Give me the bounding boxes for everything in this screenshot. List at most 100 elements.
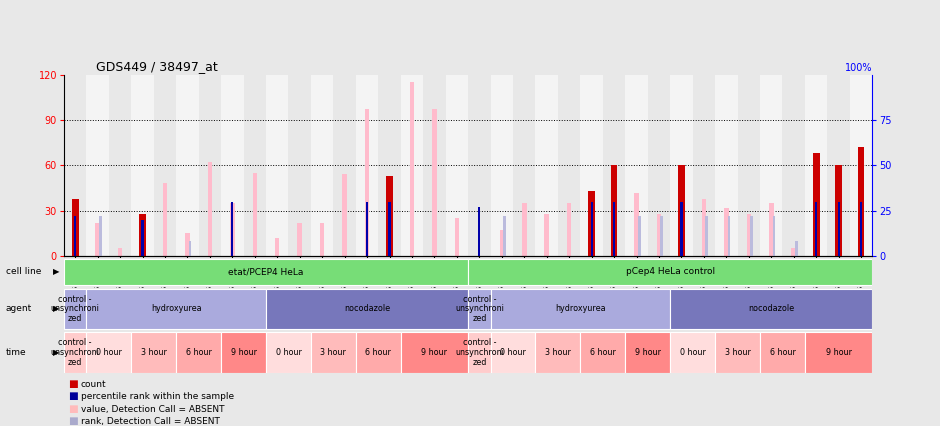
Bar: [109, 75, 132, 256]
Bar: [791, 248, 796, 256]
Text: nocodazole: nocodazole: [748, 304, 794, 313]
Bar: [378, 75, 400, 256]
Bar: [266, 75, 289, 256]
Bar: [660, 216, 663, 256]
Text: hydroxyurea: hydroxyurea: [556, 304, 605, 313]
Text: 0 hour: 0 hour: [680, 348, 706, 357]
Bar: [795, 242, 798, 256]
Bar: [611, 165, 618, 256]
Text: control -
unsynchroni
zed: control - unsynchroni zed: [455, 338, 504, 367]
Bar: [648, 75, 670, 256]
Bar: [701, 199, 706, 256]
Bar: [715, 75, 738, 256]
Bar: [491, 289, 670, 329]
Text: etat/PCEP4 HeLa: etat/PCEP4 HeLa: [228, 268, 304, 276]
Bar: [400, 332, 468, 373]
Text: ■: ■: [68, 391, 77, 401]
Bar: [567, 203, 572, 256]
Text: 3 hour: 3 hour: [321, 348, 346, 357]
Bar: [805, 332, 872, 373]
Bar: [139, 214, 146, 256]
Bar: [297, 223, 302, 256]
Text: 3 hour: 3 hour: [725, 348, 750, 357]
Bar: [499, 230, 504, 256]
Bar: [342, 174, 347, 256]
Bar: [176, 332, 221, 373]
Text: ■: ■: [68, 417, 77, 426]
Bar: [813, 153, 820, 256]
Bar: [455, 218, 459, 256]
Bar: [580, 332, 625, 373]
Text: 9 hour: 9 hour: [230, 348, 257, 357]
Text: 3 hour: 3 hour: [141, 348, 166, 357]
Bar: [86, 332, 132, 373]
Text: 6 hour: 6 hour: [366, 348, 391, 357]
Bar: [590, 201, 593, 256]
Bar: [670, 332, 715, 373]
Bar: [522, 203, 526, 256]
Bar: [311, 332, 356, 373]
Text: ▶: ▶: [54, 348, 59, 357]
Bar: [289, 75, 311, 256]
Bar: [86, 289, 266, 329]
Text: 9 hour: 9 hour: [634, 348, 661, 357]
Bar: [275, 238, 279, 256]
Bar: [657, 214, 661, 256]
Bar: [185, 233, 190, 256]
Text: hydroxyurea: hydroxyurea: [151, 304, 201, 313]
Bar: [670, 289, 872, 329]
Bar: [468, 259, 872, 285]
Text: time: time: [6, 348, 26, 357]
Bar: [423, 75, 446, 256]
Bar: [386, 176, 393, 256]
Bar: [230, 203, 235, 256]
Bar: [198, 75, 221, 256]
Bar: [320, 223, 324, 256]
Bar: [334, 75, 356, 256]
Bar: [760, 332, 805, 373]
Text: 6 hour: 6 hour: [186, 348, 212, 357]
Bar: [400, 75, 423, 256]
Bar: [769, 203, 774, 256]
Bar: [311, 75, 334, 256]
Text: pCep4 HeLa control: pCep4 HeLa control: [626, 268, 714, 276]
Bar: [478, 207, 480, 256]
Bar: [64, 289, 86, 329]
Bar: [118, 248, 122, 256]
Bar: [266, 289, 468, 329]
Bar: [64, 259, 468, 285]
Bar: [64, 75, 86, 256]
Bar: [838, 201, 839, 256]
Text: control -
unsynchroni
zed: control - unsynchroni zed: [455, 294, 504, 323]
Bar: [132, 75, 154, 256]
Text: cell line: cell line: [6, 268, 41, 276]
Bar: [638, 216, 640, 256]
Bar: [231, 201, 233, 256]
Bar: [724, 207, 729, 256]
Bar: [558, 75, 580, 256]
Bar: [356, 75, 378, 256]
Bar: [64, 332, 86, 373]
Bar: [468, 332, 491, 373]
Bar: [782, 75, 805, 256]
Bar: [850, 75, 872, 256]
Bar: [221, 75, 243, 256]
Bar: [266, 332, 311, 373]
Bar: [95, 223, 100, 256]
Bar: [836, 165, 842, 256]
Bar: [176, 75, 198, 256]
Bar: [544, 214, 549, 256]
Text: 9 hour: 9 hour: [825, 348, 852, 357]
Bar: [74, 216, 76, 256]
Text: control -
unsynchroni
zed: control - unsynchroni zed: [51, 338, 100, 367]
Text: control -
unsynchroni
zed: control - unsynchroni zed: [51, 294, 100, 323]
Bar: [580, 75, 603, 256]
Bar: [468, 289, 491, 329]
Bar: [491, 75, 513, 256]
Bar: [189, 242, 192, 256]
Text: 3 hour: 3 hour: [545, 348, 571, 357]
Bar: [805, 75, 827, 256]
Text: 9 hour: 9 hour: [421, 348, 447, 357]
Text: 6 hour: 6 hour: [590, 348, 616, 357]
Bar: [243, 75, 266, 256]
